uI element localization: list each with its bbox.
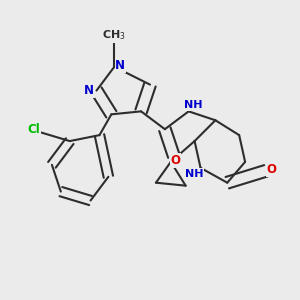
Text: N: N [115,59,125,72]
Text: O: O [170,154,180,167]
Text: CH$_3$: CH$_3$ [102,29,126,43]
Text: NH: NH [185,169,204,179]
Text: N: N [84,84,94,97]
Text: Cl: Cl [28,123,40,136]
Text: O: O [267,163,277,176]
Text: NH: NH [184,100,202,110]
